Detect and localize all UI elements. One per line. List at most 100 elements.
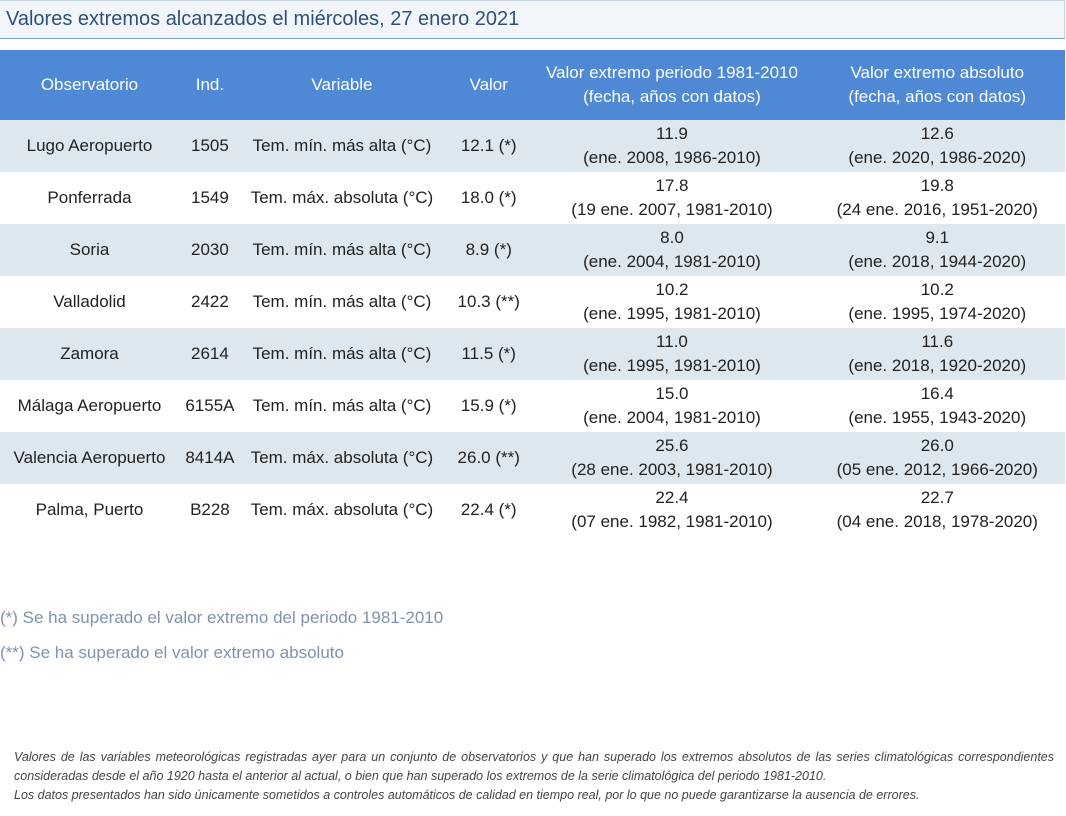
table-header-row: Observatorio Ind. Variable Valor Valor e… [0, 50, 1065, 120]
footnote-line2: Los datos presentados han sido únicament… [14, 788, 920, 802]
cell-variable: Tem. mín. más alta (°C) [240, 276, 444, 328]
cell-extremo-absoluto-value: 12.6 [920, 124, 954, 143]
col-header-periodo-line1: Valor extremo periodo 1981-2010 [545, 63, 798, 82]
cell-extremo-periodo-info: (ene. 1995, 1981-2010) [583, 356, 761, 375]
col-header-observatorio: Observatorio [0, 50, 179, 120]
cell-observatorio: Málaga Aeropuerto [0, 380, 179, 432]
cell-extremo-periodo-info: (ene. 2004, 1981-2010) [583, 252, 761, 271]
cell-valor: 22.4 (*) [443, 484, 535, 536]
cell-extremo-absoluto-value: 11.6 [921, 332, 954, 351]
cell-extremo-absoluto-value: 22.7 [920, 488, 954, 507]
table-row: Lugo Aeropuerto 1505 Tem. mín. más alta (°… [0, 120, 1065, 172]
cell-extremo-periodo: 11.9 (ene. 2008, 1986-2010) [534, 120, 810, 172]
extremes-table: Observatorio Ind. Variable Valor Valor e… [0, 50, 1065, 536]
cell-observatorio: Valencia Aeropuerto [0, 432, 179, 484]
table-row: Soria 2030 Tem. mín. más alta (°C) 8.9 (*) 8… [0, 224, 1065, 276]
cell-extremo-periodo-info: (07 ene. 1982, 1981-2010) [571, 512, 773, 531]
cell-extremo-absoluto-value: 9.1 [925, 228, 950, 247]
cell-ind: 6155A [178, 380, 241, 432]
cell-extremo-absoluto: 12.6 (ene. 2020, 1986-2020) [809, 120, 1065, 172]
cell-extremo-periodo-value: 10.2 [655, 280, 689, 299]
cell-extremo-periodo: 8.0 (ene. 2004, 1981-2010) [534, 224, 810, 276]
cell-ind: 2422 [178, 276, 241, 328]
cell-extremo-absoluto: 16.4 (ene. 1955, 1943-2020) [809, 380, 1065, 432]
cell-extremo-periodo-info: (19 ene. 2007, 1981-2010) [571, 200, 773, 219]
cell-variable: Tem. máx. absoluta (°C) [240, 172, 444, 224]
cell-extremo-absoluto: 19.8 (24 ene. 2016, 1951-2020) [809, 172, 1065, 224]
cell-extremo-absoluto-info: (ene. 2020, 1986-2020) [848, 148, 1027, 167]
cell-ind: 1549 [178, 172, 241, 224]
cell-observatorio: Zamora [0, 328, 179, 380]
cell-observatorio: Soria [0, 224, 179, 276]
cell-valor: 15.9 (*) [443, 380, 535, 432]
table-row: Valencia Aeropuerto 8414A Tem. máx. absolu… [0, 432, 1065, 484]
cell-valor: 10.3 (**) [443, 276, 535, 328]
cell-extremo-periodo-info: (28 ene. 2003, 1981-2010) [571, 460, 773, 479]
cell-extremo-periodo-info: (ene. 2008, 1986-2010) [583, 148, 761, 167]
cell-extremo-periodo: 11.0 (ene. 1995, 1981-2010) [534, 328, 810, 380]
cell-extremo-periodo-value: 17.8 [655, 176, 689, 195]
cell-ind: 1505 [178, 120, 241, 172]
table-row: Zamora 2614 Tem. mín. más alta (°C) 11.5 (*… [0, 328, 1065, 380]
footnote-line1: Valores de las variables meteorológicas … [14, 750, 1054, 783]
cell-valor: 26.0 (**) [443, 432, 535, 484]
cell-extremo-absoluto-info: (ene. 1955, 1943-2020) [848, 408, 1027, 427]
page-title: Valores extremos alcanzados el miércoles… [6, 8, 520, 30]
cell-ind: 2614 [178, 328, 241, 380]
cell-extremo-absoluto: 22.7 (04 ene. 2018, 1978-2020) [809, 484, 1065, 536]
cell-extremo-periodo: 10.2 (ene. 1995, 1981-2010) [534, 276, 810, 328]
cell-observatorio: Palma, Puerto [0, 484, 179, 536]
table-row: Palma, Puerto B228 Tem. máx. absoluta (°C)… [0, 484, 1065, 536]
cell-extremo-periodo: 22.4 (07 ene. 1982, 1981-2010) [534, 484, 810, 536]
cell-ind: B228 [178, 484, 241, 536]
cell-extremo-absoluto: 10.2 (ene. 1995, 1974-2020) [809, 276, 1065, 328]
cell-extremo-periodo-value: 8.0 [660, 228, 684, 247]
note-double-asterisk: (**) Se ha superado el valor extremo abs… [0, 643, 344, 662]
cell-variable: Tem. mín. más alta (°C) [240, 120, 444, 172]
table-row: Ponferrada 1549 Tem. máx. absoluta (°C) 18.… [0, 172, 1065, 224]
col-header-absoluto: Valor extremo absoluto (fecha, años con … [809, 50, 1065, 120]
legend-notes: (*) Se ha superado el valor extremo del … [0, 606, 443, 676]
col-header-absoluto-line2: (fecha, años con datos) [848, 87, 1027, 106]
cell-observatorio: Ponferrada [0, 172, 179, 224]
table-row: Málaga Aeropuerto 6155A Tem. mín. más alta… [0, 380, 1065, 432]
cell-valor: 8.9 (*) [443, 224, 535, 276]
cell-variable: Tem. mín. más alta (°C) [240, 328, 444, 380]
col-header-variable: Variable [240, 50, 444, 120]
col-header-periodo: Valor extremo periodo 1981-2010 (fecha, … [534, 50, 810, 120]
col-header-ind: Ind. [178, 50, 241, 120]
cell-extremo-periodo-value: 15.0 [655, 384, 689, 403]
note-single-asterisk: (*) Se ha superado el valor extremo del … [0, 608, 444, 627]
cell-variable: Tem. mín. más alta (°C) [240, 224, 444, 276]
cell-extremo-periodo: 17.8 (19 ene. 2007, 1981-2010) [534, 172, 810, 224]
table-body: Lugo Aeropuerto 1505 Tem. mín. más alta (°… [0, 120, 1065, 536]
cell-extremo-absoluto-info: (04 ene. 2018, 1978-2020) [836, 512, 1038, 531]
cell-extremo-absoluto: 11.6 (ene. 2018, 1920-2020) [809, 328, 1065, 380]
cell-observatorio: Lugo Aeropuerto [0, 120, 179, 172]
cell-extremo-absoluto-info: (ene. 2018, 1944-2020) [848, 252, 1027, 271]
cell-observatorio: Valladolid [0, 276, 179, 328]
cell-valor: 12.1 (*) [443, 120, 535, 172]
cell-extremo-periodo-value: 11.0 [656, 332, 688, 351]
cell-extremo-absoluto-info: (05 ene. 2012, 1966-2020) [836, 460, 1038, 479]
cell-variable: Tem. máx. absoluta (°C) [240, 484, 444, 536]
cell-extremo-periodo: 15.0 (ene. 2004, 1981-2010) [534, 380, 810, 432]
cell-extremo-periodo-value: 22.4 [655, 488, 689, 507]
col-header-absoluto-line1: Valor extremo absoluto [850, 63, 1025, 82]
cell-valor: 11.5 (*) [443, 328, 535, 380]
cell-variable: Tem. mín. más alta (°C) [240, 380, 444, 432]
cell-extremo-absoluto: 9.1 (ene. 2018, 1944-2020) [809, 224, 1065, 276]
cell-extremo-periodo: 25.6 (28 ene. 2003, 1981-2010) [534, 432, 810, 484]
cell-ind: 8414A [178, 432, 241, 484]
cell-extremo-absoluto-info: (ene. 2018, 1920-2020) [848, 356, 1027, 375]
cell-valor: 18.0 (*) [443, 172, 535, 224]
cell-extremo-absoluto-value: 19.8 [920, 176, 954, 195]
cell-extremo-periodo-info: (ene. 1995, 1981-2010) [583, 304, 761, 323]
col-header-periodo-line2: (fecha, años con datos) [583, 87, 761, 106]
cell-extremo-absoluto-value: 26.0 [920, 436, 954, 455]
cell-extremo-periodo-value: 25.6 [655, 436, 689, 455]
cell-variable: Tem. máx. absoluta (°C) [240, 432, 444, 484]
cell-extremo-absoluto-value: 10.2 [920, 280, 954, 299]
cell-extremo-periodo-info: (ene. 2004, 1981-2010) [583, 408, 761, 427]
cell-extremo-absoluto: 26.0 (05 ene. 2012, 1966-2020) [809, 432, 1065, 484]
